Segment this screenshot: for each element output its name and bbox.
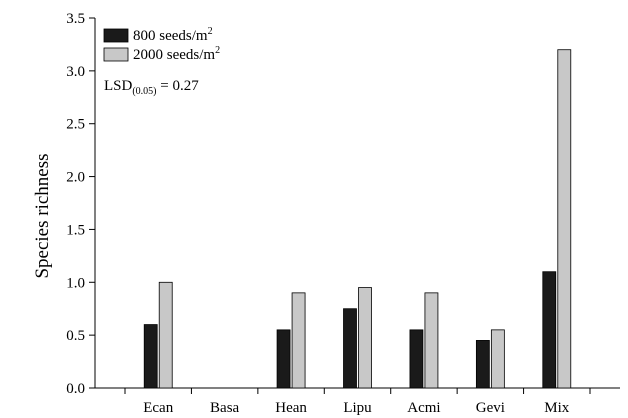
legend-swatch-2000 — [103, 47, 129, 62]
bar-ecan-800 — [143, 324, 158, 389]
bars — [143, 49, 572, 389]
bar-hean-2000 — [291, 292, 306, 389]
legend-label-2000: 2000 seeds/m2 — [133, 45, 220, 63]
y-tick-label: 2.0 — [66, 170, 85, 186]
x-axis-ticks: Ecan Basa Hean Lipu Acmi Gevi Mix — [124, 388, 591, 416]
y-tick-label: 3.0 — [66, 64, 85, 80]
x-tick-label: Hean — [275, 400, 307, 416]
y-tick-label: 2.5 — [66, 117, 85, 133]
y-tick-label: 0.5 — [66, 328, 85, 344]
y-tick-label: 1.0 — [66, 275, 85, 291]
axes — [94, 18, 620, 389]
y-tick-label: 3.5 — [66, 11, 85, 27]
bar-lipu-800 — [343, 308, 357, 389]
bar-ecan-2000 — [158, 281, 173, 389]
bar-gevi-800 — [475, 340, 490, 389]
x-tick-label: Basa — [210, 400, 240, 416]
x-tick-label: Gevi — [476, 400, 505, 416]
bar-mix-2000 — [557, 49, 572, 389]
x-tick-label: Mix — [544, 400, 570, 416]
x-tick-label: Lipu — [343, 400, 372, 416]
bar-acmi-2000 — [424, 292, 439, 389]
legend: 800 seeds/m2 2000 seeds/m2 — [103, 26, 220, 63]
bar-hean-800 — [276, 329, 291, 389]
y-axis-ticks: 0.0 0.5 1.0 1.5 2.0 2.5 3.0 3.5 — [66, 11, 95, 397]
x-tick-label: Ecan — [143, 400, 173, 416]
y-tick-label: 0.0 — [66, 381, 85, 397]
legend-label-800: 800 seeds/m2 — [133, 26, 213, 44]
y-tick-label: 1.5 — [66, 222, 85, 238]
bar-lipu-2000 — [358, 287, 372, 389]
lsd-annotation: LSD(0.05) = 0.27 — [104, 78, 199, 97]
bar-mix-800 — [542, 271, 557, 389]
bar-acmi-800 — [409, 329, 424, 389]
bar-gevi-2000 — [490, 329, 505, 389]
y-axis-title: Species richness — [32, 153, 53, 278]
x-tick-label: Acmi — [407, 400, 440, 416]
legend-swatch-800 — [103, 28, 129, 43]
